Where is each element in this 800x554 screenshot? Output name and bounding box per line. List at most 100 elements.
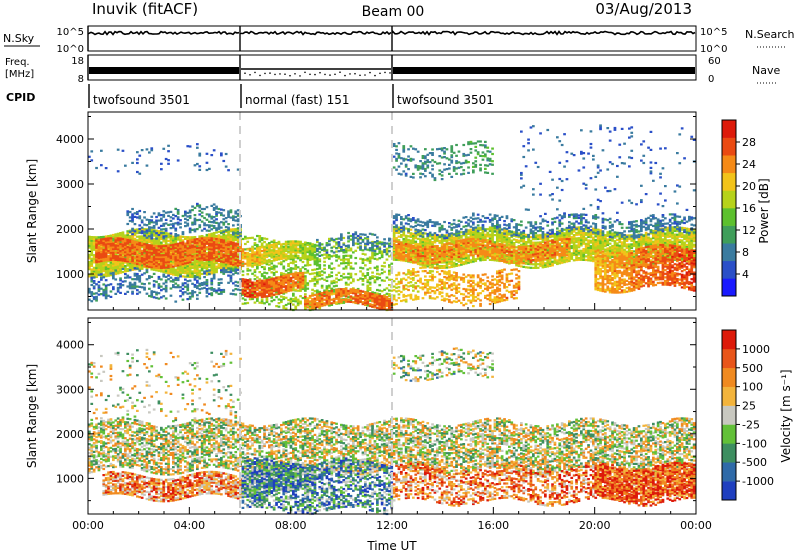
heat-cell (176, 274, 180, 277)
heat-cell (287, 302, 290, 305)
heat-cell (162, 282, 166, 285)
heat-cell (179, 239, 182, 242)
heat-cell (277, 287, 281, 290)
heat-cell (328, 273, 331, 276)
heat-cell (280, 257, 283, 260)
heat-cell (92, 257, 96, 260)
heat-cell (294, 264, 298, 267)
heat-cell (354, 249, 358, 252)
heat-cell (124, 265, 127, 268)
heat-cell (140, 249, 144, 252)
heat-cell (282, 305, 286, 308)
heat-cell (200, 265, 204, 268)
heat-cell (193, 268, 197, 271)
heat-cell (368, 281, 372, 284)
heat-cell (296, 273, 300, 277)
heat-cell (124, 256, 127, 259)
heat-cell (260, 242, 264, 245)
heat-cell (388, 246, 391, 249)
heat-cell (188, 231, 192, 234)
heat-cell (280, 299, 283, 302)
heat-cell (227, 169, 230, 172)
heat-cell (181, 282, 185, 285)
heat-cell (342, 258, 346, 261)
heat-cell (186, 237, 190, 241)
heat-cell (388, 278, 391, 281)
heat-cell (174, 233, 178, 236)
heat-cell (90, 280, 94, 283)
heat-cell (196, 269, 199, 273)
heat-cell (332, 285, 336, 288)
heat-cell (227, 212, 230, 215)
heat-cell (128, 287, 132, 290)
heat-cell (176, 159, 180, 162)
heat-cell (236, 265, 240, 269)
heat-cell (126, 246, 130, 249)
heat-cell (215, 291, 218, 294)
heat-cell (330, 287, 334, 290)
heat-cell (222, 209, 226, 212)
heat-cell (224, 229, 228, 232)
heat-cell (128, 267, 132, 270)
heat-cell (210, 294, 214, 297)
heat-cell (172, 226, 175, 229)
heat-cell (272, 246, 276, 249)
heat-cell (102, 252, 106, 255)
heat-cell (277, 276, 281, 279)
heat-cell (342, 272, 346, 276)
heat-cell (203, 246, 206, 249)
heat-cell (143, 259, 146, 262)
heat-cell (186, 215, 190, 218)
heat-cell (234, 215, 238, 219)
heat-cell (241, 263, 245, 266)
heat-cell (104, 288, 108, 291)
heat-cell (107, 235, 110, 238)
heat-cell (253, 294, 257, 297)
heat-cell (102, 273, 106, 276)
heat-cell (95, 297, 98, 300)
heat-cell (116, 270, 120, 273)
heat-cell (440, 238, 444, 241)
heat-cell (140, 251, 144, 254)
heat-cell (364, 258, 367, 261)
heat-cell (457, 264, 461, 267)
heat-cell (102, 259, 106, 262)
heat-cell (164, 290, 168, 293)
heat-cell (210, 204, 214, 207)
heat-cell (152, 261, 156, 264)
heat-cell (100, 251, 103, 254)
heat-cell (188, 265, 192, 268)
heat-cell (265, 237, 269, 241)
cpid-segment-label: normal (fast) 151 (245, 93, 349, 107)
heat-cell (265, 263, 269, 266)
heat-cell (335, 241, 338, 244)
heat-cell (385, 258, 389, 261)
heat-cell (409, 232, 413, 235)
heat-cell (292, 254, 295, 257)
heat-cell (152, 221, 156, 224)
heat-cell (95, 295, 98, 298)
heat-cell (388, 266, 391, 269)
heat-cell (284, 240, 288, 243)
heat-cell (275, 287, 278, 290)
heat-cell (104, 297, 108, 300)
heat-cell (150, 246, 154, 249)
heat-cell (284, 281, 288, 284)
heat-cell (157, 259, 161, 262)
heat-cell (232, 256, 235, 259)
heat-cell (222, 246, 226, 249)
heat-cell (198, 271, 202, 274)
heat-cell (162, 287, 166, 291)
heat-cell (143, 240, 146, 243)
heat-cell (107, 267, 110, 270)
heat-cell (280, 272, 283, 275)
heat-cell (239, 245, 242, 248)
heat-cell (383, 270, 386, 273)
heat-cell (138, 267, 142, 270)
heat-cell (263, 284, 266, 287)
heat-cell (152, 264, 156, 267)
heat-cell (229, 248, 233, 251)
heat-cell (246, 251, 250, 255)
heat-cell (126, 230, 130, 233)
